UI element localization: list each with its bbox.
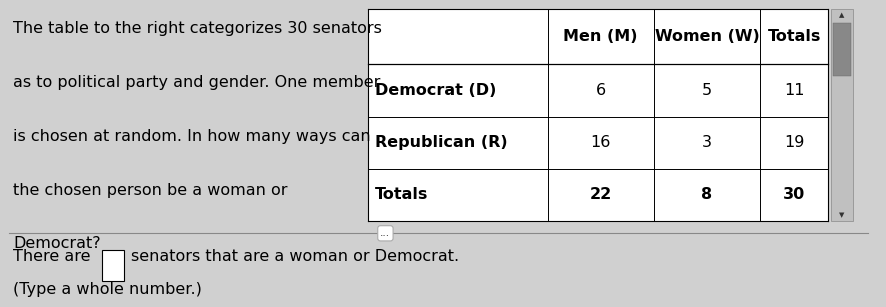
- Text: senators that are a woman or Democrat.: senators that are a woman or Democrat.: [131, 249, 459, 264]
- Text: 6: 6: [595, 83, 606, 98]
- Text: Republican (R): Republican (R): [375, 135, 508, 150]
- Text: 22: 22: [589, 188, 612, 202]
- Text: ...: ...: [380, 228, 391, 238]
- Text: 5: 5: [702, 83, 712, 98]
- Text: Democrat?: Democrat?: [13, 236, 101, 251]
- Text: Totals: Totals: [767, 29, 821, 44]
- Text: The table to the right categorizes 30 senators: The table to the right categorizes 30 se…: [13, 21, 382, 37]
- Text: the chosen person be a woman or: the chosen person be a woman or: [13, 183, 288, 198]
- Text: Democrat (D): Democrat (D): [375, 83, 496, 98]
- Text: 11: 11: [784, 83, 804, 98]
- Text: ▼: ▼: [839, 212, 845, 219]
- Text: 3: 3: [702, 135, 712, 150]
- Text: There are: There are: [13, 249, 90, 264]
- Text: (Type a whole number.): (Type a whole number.): [13, 282, 202, 297]
- Text: ▲: ▲: [839, 12, 845, 18]
- Text: 30: 30: [783, 188, 805, 202]
- Text: is chosen at random. In how many ways can: is chosen at random. In how many ways ca…: [13, 129, 371, 144]
- Text: 16: 16: [591, 135, 610, 150]
- Text: Men (M): Men (M): [563, 29, 638, 44]
- Text: Women (W): Women (W): [655, 29, 759, 44]
- Text: 19: 19: [784, 135, 804, 150]
- Text: Totals: Totals: [375, 188, 428, 202]
- Text: 8: 8: [702, 188, 712, 202]
- Text: as to political party and gender. One member: as to political party and gender. One me…: [13, 75, 381, 90]
